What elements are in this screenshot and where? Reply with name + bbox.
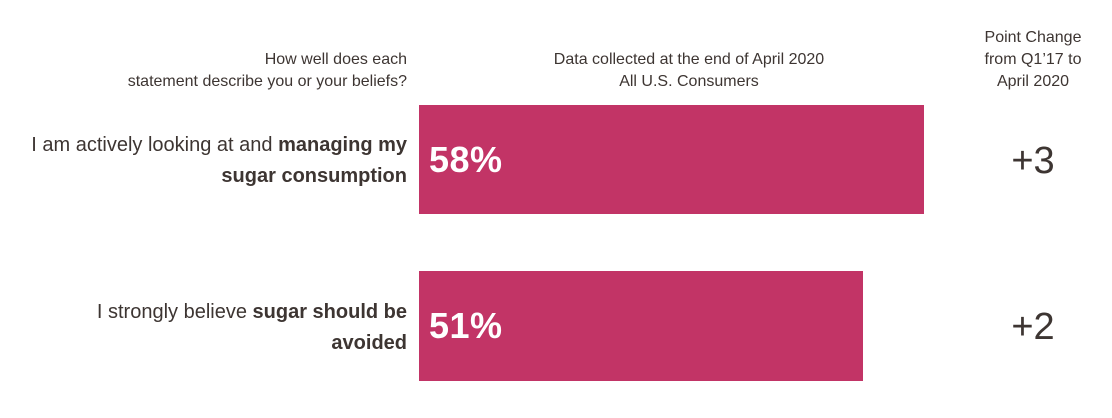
row-label-sugar-avoided: I strongly believe sugar should be avoid… xyxy=(0,297,407,359)
row-label-line-1: I strongly believe sugar should be xyxy=(0,297,407,328)
question-column-header: How well does each statement describe yo… xyxy=(47,49,407,93)
data-header-line-1: Data collected at the end of April 2020 xyxy=(553,51,825,68)
change-header-line-3: April 2020 xyxy=(996,73,1070,90)
bar: 58% xyxy=(419,105,924,214)
change-header-line-2: from Q1’17 to xyxy=(984,51,1082,68)
question-header-line-2: statement describe you or your beliefs? xyxy=(127,73,407,90)
row-label-line-2: sugar consumption xyxy=(221,165,407,187)
row-label-bold-text: sugar should be xyxy=(252,301,407,323)
bar-value-label: 51% xyxy=(429,305,503,346)
bar: 51% xyxy=(419,271,863,381)
row-label-sugar-consumption: I am actively looking at and managing my… xyxy=(0,130,407,192)
row-label-line-2: avoided xyxy=(331,332,407,354)
bar-value-label: 58% xyxy=(429,138,503,180)
row-label-bold-text: managing my xyxy=(278,134,407,156)
point-change-value: +2 xyxy=(1011,306,1055,348)
change-header-line-1: Point Change xyxy=(984,29,1082,46)
data-column-header: Data collected at the end of April 2020 … xyxy=(489,49,889,93)
row-label-normal-text: I am actively looking at and xyxy=(31,134,279,156)
row-label-normal-text: I strongly believe xyxy=(96,301,253,323)
row-label-line-1: I am actively looking at and managing my xyxy=(0,130,407,161)
point-change-value: +3 xyxy=(1011,140,1055,182)
question-header-line-1: How well does each xyxy=(264,51,407,68)
change-column-header: Point Change from Q1’17 to April 2020 xyxy=(969,27,1097,93)
data-header-line-2: All U.S. Consumers xyxy=(619,73,759,90)
